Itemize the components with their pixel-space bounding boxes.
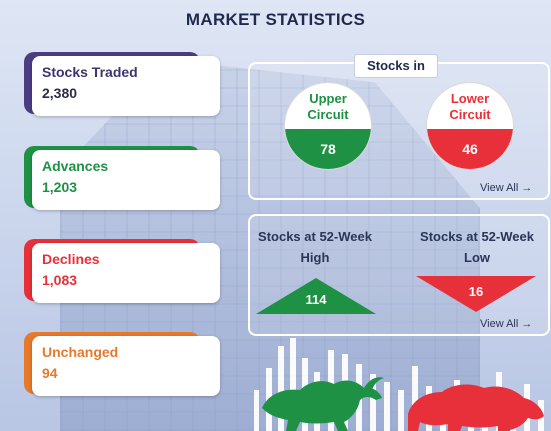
upper-circuit-label-line1: Upper — [309, 91, 347, 106]
stat-label: Declines — [42, 251, 100, 267]
week52-high-label-line1: Stocks at 52-Week — [258, 229, 372, 244]
down-triangle-icon — [416, 276, 536, 312]
week52-view-all-link[interactable]: View All → — [480, 318, 533, 330]
stat-card-stocks-traded[interactable]: Stocks Traded 2,380 — [24, 52, 220, 116]
week52-low-label-line2: Low — [464, 250, 490, 265]
card-body: Stocks Traded 2,380 — [32, 56, 220, 116]
bull-bear-graphic — [254, 338, 544, 431]
stat-card-unchanged[interactable]: Unchanged 94 — [24, 332, 220, 396]
lower-circuit-label-line2: Circuit — [449, 107, 491, 122]
stat-label: Unchanged — [42, 344, 119, 360]
upper-circuit-badge[interactable]: Upper Circuit 78 — [284, 82, 372, 170]
lower-circuit-label-line1: Lower — [450, 91, 490, 106]
bull-icon — [262, 377, 384, 431]
upper-circuit-label-line2: Circuit — [307, 107, 349, 122]
circuit-panel: Stocks in Upper Circuit 78 Lower Circuit… — [248, 54, 550, 200]
card-body: Declines 1,083 — [32, 243, 220, 303]
stat-value: 94 — [42, 365, 58, 381]
circuit-view-all-link[interactable]: View All → — [480, 182, 533, 194]
stat-label: Advances — [42, 158, 109, 174]
up-triangle-icon — [256, 278, 376, 314]
week52-panel: Stocks at 52-Week High Stocks at 52-Week… — [248, 214, 550, 336]
lower-circuit-label: Lower Circuit — [427, 91, 513, 123]
page-title: MARKET STATISTICS — [185, 10, 366, 29]
stat-label: Stocks Traded — [42, 64, 138, 80]
week52-high-label-line2: High — [300, 250, 330, 265]
week52-low-value: 16 — [468, 284, 484, 299]
week52-high-value: 114 — [305, 292, 327, 307]
stat-value: 2,380 — [42, 85, 78, 101]
lower-circuit-value: 46 — [427, 129, 513, 169]
bear-icon — [408, 384, 544, 431]
week52-low-label: Stocks at 52-Week Low — [412, 226, 542, 268]
stat-value: 1,083 — [42, 272, 78, 288]
stat-card-declines[interactable]: Declines 1,083 — [24, 239, 220, 303]
week52-high-badge[interactable]: 114 — [256, 278, 376, 314]
stat-card-advances[interactable]: Advances 1,203 — [24, 146, 220, 210]
week52-low-badge[interactable]: 16 — [416, 276, 536, 312]
upper-circuit-value: 78 — [285, 129, 371, 169]
upper-circuit-label: Upper Circuit — [285, 91, 371, 123]
market-illustration — [248, 338, 551, 431]
week52-high-label: Stocks at 52-Week High — [250, 226, 380, 268]
card-body: Advances 1,203 — [32, 150, 220, 210]
lower-circuit-badge[interactable]: Lower Circuit 46 — [426, 82, 514, 170]
week52-low-label-line1: Stocks at 52-Week — [420, 229, 534, 244]
stat-value: 1,203 — [42, 179, 78, 195]
stocks-in-header: Stocks in — [354, 54, 438, 78]
card-body: Unchanged 94 — [32, 336, 220, 396]
